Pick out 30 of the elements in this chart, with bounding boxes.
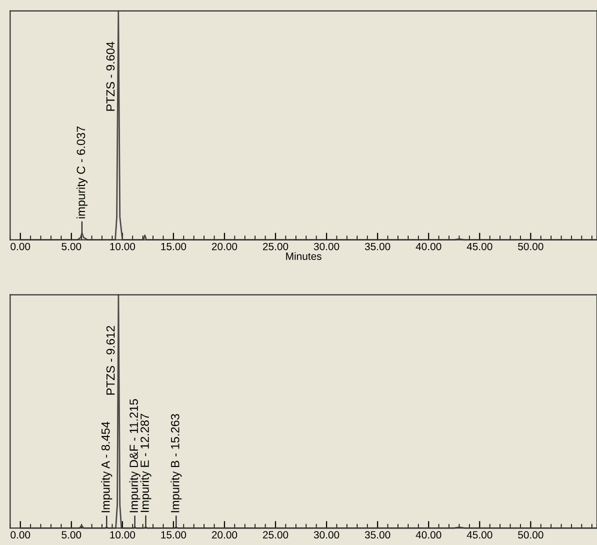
x-tick-label: 15.00 xyxy=(161,531,186,539)
annotation: impurity C - 6.037 xyxy=(76,126,88,218)
x-tick-label: 35.00 xyxy=(364,242,390,250)
annotation: Impurity B - 15.263 xyxy=(170,414,182,512)
x-tick-label: 20.00 xyxy=(212,242,238,250)
x-tick-label: 10.00 xyxy=(110,531,136,539)
x-tick-label: 30.00 xyxy=(314,531,340,539)
x-tick-label: 45.00 xyxy=(466,531,492,539)
x-tick-label: 25.00 xyxy=(263,242,288,250)
annotation: PTZS - 9.612 xyxy=(106,326,115,395)
x-tick-label: 50.00 xyxy=(518,242,544,250)
x-tick-label: 20.00 xyxy=(212,531,238,539)
x-tick-label: 35.00 xyxy=(364,531,390,539)
x-tick-label: 40.00 xyxy=(416,242,442,250)
annotation: Impurity A - 8.454 xyxy=(101,422,112,512)
x-tick-label: 15.00 xyxy=(161,242,186,250)
x-tick-label: 0.00 xyxy=(10,242,30,250)
x-tick-label: 10.00 xyxy=(110,242,136,250)
x-tick-label: 0.00 xyxy=(10,531,30,539)
annotation: Impurity E - 12.287 xyxy=(140,414,152,512)
x-tick-label: 50.00 xyxy=(518,531,544,539)
x-tick-label: 45.00 xyxy=(466,242,492,250)
annotation: Impurity D&F - 11.215 xyxy=(129,399,140,512)
x-tick-label: 5.00 xyxy=(62,531,82,539)
x-tick-label: 25.00 xyxy=(263,531,288,539)
x-axis-title: Minutes xyxy=(286,252,322,260)
annotation: PTZS - 9.604 xyxy=(106,42,115,111)
x-tick-label: 5.00 xyxy=(62,242,82,250)
x-tick-label: 40.00 xyxy=(416,531,442,539)
x-tick-label: 30.00 xyxy=(314,242,340,250)
